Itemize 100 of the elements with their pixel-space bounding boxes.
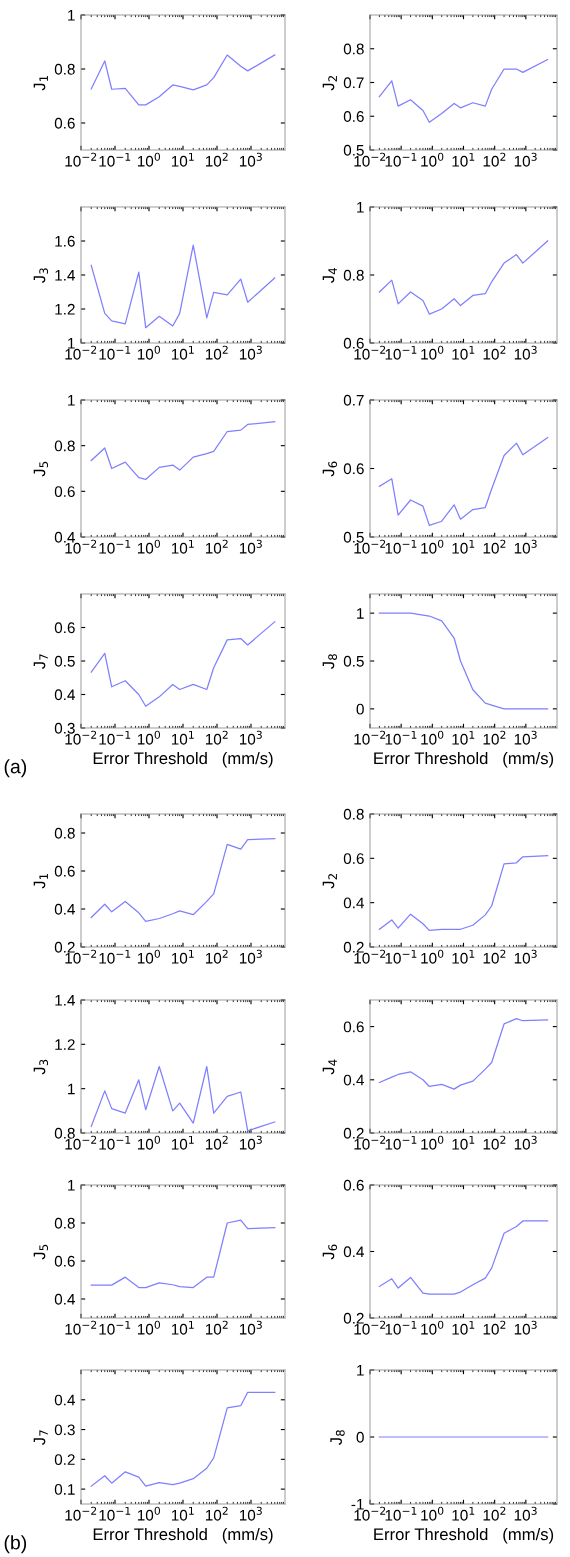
y-tick-label: 0.1 [54,1483,75,1495]
y-tick-label: 1 [357,608,364,619]
x-tick-label: 10$^{3}$ [239,1506,262,1521]
x-tick-label: 10$^{0}$ [421,1135,444,1150]
x-tick-label: 10$^{2}$ [205,152,228,167]
y-tick-label: 0.6 [343,463,364,475]
x-tick-label: 10$^{0}$ [421,345,444,360]
x-tick-label: 10$^{3}$ [239,152,262,167]
x-tick-label: 10$^{1}$ [171,152,194,167]
x-tick-label: 10$^{1}$ [452,1135,475,1150]
x-tick-label: 10$^{−1}$ [385,345,417,360]
x-tick-label: 10$^{1}$ [452,345,475,360]
y-tick-label: 0.6 [343,1179,364,1191]
x-tick-label: 10$^{−2}$ [65,152,97,167]
y-tick-label: 1.4 [55,270,75,281]
x-tick-label: 10$^{−1}$ [99,345,131,360]
x-axis-title: Error Threshold (mm/s) [93,751,273,768]
y-tick-label: 1.6 [55,235,75,247]
x-tick-label: 10$^{3}$ [514,539,537,554]
y-tick-label: 0.8 [343,808,364,820]
x-tick-label: 10$^{3}$ [239,730,262,745]
x-tick-label: 10$^{0}$ [421,1320,444,1335]
y-tick-label: 0 [356,1431,364,1443]
x-tick-label: 10$^{−2}$ [65,1506,97,1521]
x-tick-label: 10$^{1}$ [452,539,475,554]
x-tick-label: 10$^{0}$ [137,345,161,360]
y-tick-label: 0.4 [343,1246,364,1258]
x-tick-label: 10$^{2}$ [483,539,506,554]
x-tick-label: 10$^{1}$ [452,1320,475,1335]
y-axis-title: J$_{1}$ [33,873,48,889]
y-tick-label: 0.4 [54,1394,75,1406]
y-tick-label: 0.8 [54,440,75,452]
x-tick-label: 10$^{0}$ [421,949,444,964]
y-tick-label: 1 [68,10,75,21]
y-tick-label: 0.8 [54,827,75,839]
text: (b) [4,1535,27,1554]
y-tick-label: 0.6 [343,111,364,122]
x-tick-label: 10$^{3}$ [514,1506,537,1521]
x-tick-label: 10$^{3}$ [239,345,262,360]
x-tick-label: 10$^{3}$ [239,1135,262,1150]
y-axis-title: J$_{5}$ [33,1244,49,1260]
x-tick-label: 10$^{−2}$ [354,730,386,745]
x-tick-label: 10$^{−1}$ [385,539,417,554]
x-tick-label: 10$^{−1}$ [99,152,131,167]
x-tick-label: 10$^{2}$ [205,1320,228,1335]
x-tick-label: 10$^{1}$ [452,152,475,167]
x-tick-label: 10$^{0}$ [137,152,161,167]
y-tick-label: 0.2 [54,1454,75,1466]
y-tick-label: 0.5 [343,655,364,667]
text: (a) [4,759,27,778]
y-axis-title: J$_{4}$ [322,267,337,283]
y-axis-title: J$_{2}$ [322,874,337,889]
x-tick-label: 10$^{−1}$ [385,730,417,745]
y-tick-label: 0.4 [54,689,75,701]
x-tick-label: 10$^{2}$ [483,345,506,360]
x-tick-label: 10$^{3}$ [239,539,262,554]
x-tick-label: 10$^{3}$ [514,345,537,360]
x-axis-title: Error Threshold (mm/s) [374,751,554,768]
x-tick-label: 10$^{−1}$ [99,539,131,554]
y-tick-label: 1.4 [55,995,75,1006]
x-tick-label: 10$^{2}$ [205,539,228,554]
y-tick-label: 0.4 [54,903,75,915]
y-tick-label: 1 [357,1365,364,1376]
x-tick-label: 10$^{1}$ [171,1320,194,1335]
x-tick-label: 10$^{2}$ [483,949,506,964]
y-axis-title: J$_{6}$ [322,461,338,477]
y-tick-label: 0.6 [54,1255,75,1267]
x-tick-label: 10$^{3}$ [514,1320,537,1335]
x-tick-label: 10$^{3}$ [239,1320,262,1335]
x-tick-label: 10$^{2}$ [483,152,506,167]
y-tick-label: 1 [68,1180,75,1191]
x-tick-label: 10$^{0}$ [137,1320,161,1335]
x-tick-label: 10$^{−1}$ [99,1135,131,1150]
y-tick-label: 0.7 [343,77,364,89]
y-tick-label: 0.6 [54,865,75,877]
y-tick-label: 0.4 [343,897,364,909]
x-tick-label: 10$^{−1}$ [99,1320,131,1335]
x-tick-label: 10$^{2}$ [205,345,228,360]
x-tick-label: 10$^{0}$ [137,949,161,964]
y-tick-label: 1.2 [55,1039,75,1050]
x-tick-label: 10$^{3}$ [239,949,262,964]
x-tick-label: 10$^{1}$ [452,730,475,745]
y-axis-title: J$_{1}$ [33,75,48,91]
x-tick-label: 10$^{2}$ [483,1506,506,1521]
y-axis-title: J$_{3}$ [33,268,49,283]
x-tick-label: 10$^{1}$ [171,1135,194,1150]
y-tick-label: 0.8 [343,43,364,55]
y-tick-label: 0.3 [54,1424,75,1436]
x-tick-label: 10$^{1}$ [171,730,194,745]
x-tick-label: 10$^{0}$ [137,1135,161,1150]
x-tick-label: 10$^{1}$ [171,949,194,964]
x-tick-label: 10$^{−1}$ [385,1320,417,1335]
y-tick-label: 0.6 [343,1021,364,1033]
x-tick-label: 10$^{−2}$ [65,1320,97,1335]
x-tick-label: 10$^{2}$ [205,1506,228,1521]
x-tick-label: 10$^{1}$ [171,539,194,554]
y-tick-label: 1 [68,395,75,406]
y-tick-label: 1 [357,202,364,213]
y-axis-title: J$_{5}$ [33,461,49,477]
x-tick-label: 10$^{−1}$ [385,152,417,167]
